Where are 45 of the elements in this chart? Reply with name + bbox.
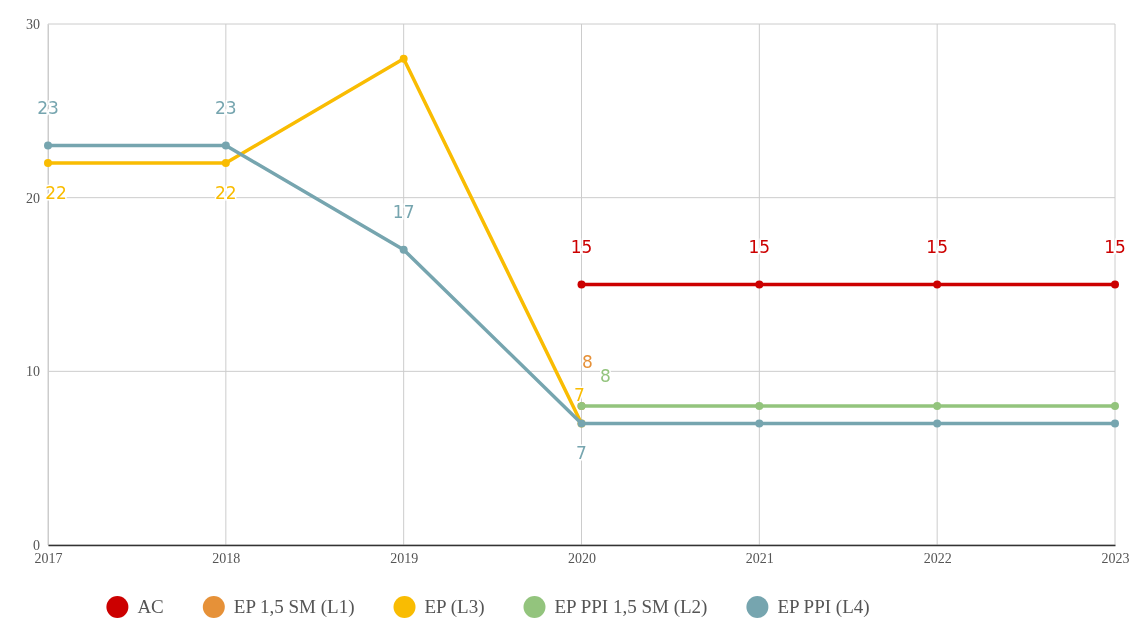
point: [399, 245, 408, 254]
legend-label: AC: [137, 596, 164, 617]
y-tick-label: 10: [26, 364, 40, 380]
x-tick-label: 2020: [568, 550, 596, 566]
data-label: 8: [582, 352, 593, 373]
y-tick-label: 30: [26, 16, 40, 32]
point: [221, 141, 230, 150]
legend-label: EP 1,5 SM (L1): [233, 596, 355, 618]
x-tick-label: 2017: [34, 550, 63, 566]
data-label: 22: [45, 182, 67, 203]
point: [577, 280, 586, 289]
point: [755, 402, 764, 411]
point: [933, 419, 942, 428]
point: [1111, 419, 1119, 428]
point: [399, 54, 408, 63]
data-label: 23: [215, 97, 237, 118]
legend-label: EP PPI 1,5 SM (L2): [554, 596, 708, 618]
point: [44, 141, 52, 150]
y-tick-label: 20: [26, 190, 40, 206]
x-tick-label: 2019: [390, 550, 419, 566]
point: [933, 280, 942, 289]
legend-label: EP PPI (L4): [777, 596, 870, 618]
data-label: 22: [215, 182, 237, 203]
point: [1111, 402, 1119, 411]
x-tick-label: 2018: [212, 550, 241, 566]
point: [221, 158, 230, 167]
x-tick-label: 2021: [745, 550, 774, 566]
data-label: 15: [570, 236, 593, 257]
x-tick-label: 2023: [1101, 550, 1130, 566]
point: [755, 419, 764, 428]
x-tick-label: 2022: [923, 550, 952, 566]
data-label: 15: [1104, 236, 1126, 257]
data-label: 15: [748, 236, 771, 257]
data-label: 7: [574, 385, 585, 406]
data-label: 17: [392, 201, 415, 222]
point: [1111, 280, 1119, 289]
data-label: 7: [576, 443, 587, 464]
legend-label: EP (L3): [424, 596, 485, 618]
data-label: 23: [37, 97, 59, 118]
data-label: 8: [600, 366, 611, 387]
data-label: 15: [926, 236, 948, 257]
point: [44, 158, 52, 167]
point: [933, 402, 942, 411]
point: [755, 280, 764, 289]
y-tick-label: 0: [33, 537, 40, 553]
